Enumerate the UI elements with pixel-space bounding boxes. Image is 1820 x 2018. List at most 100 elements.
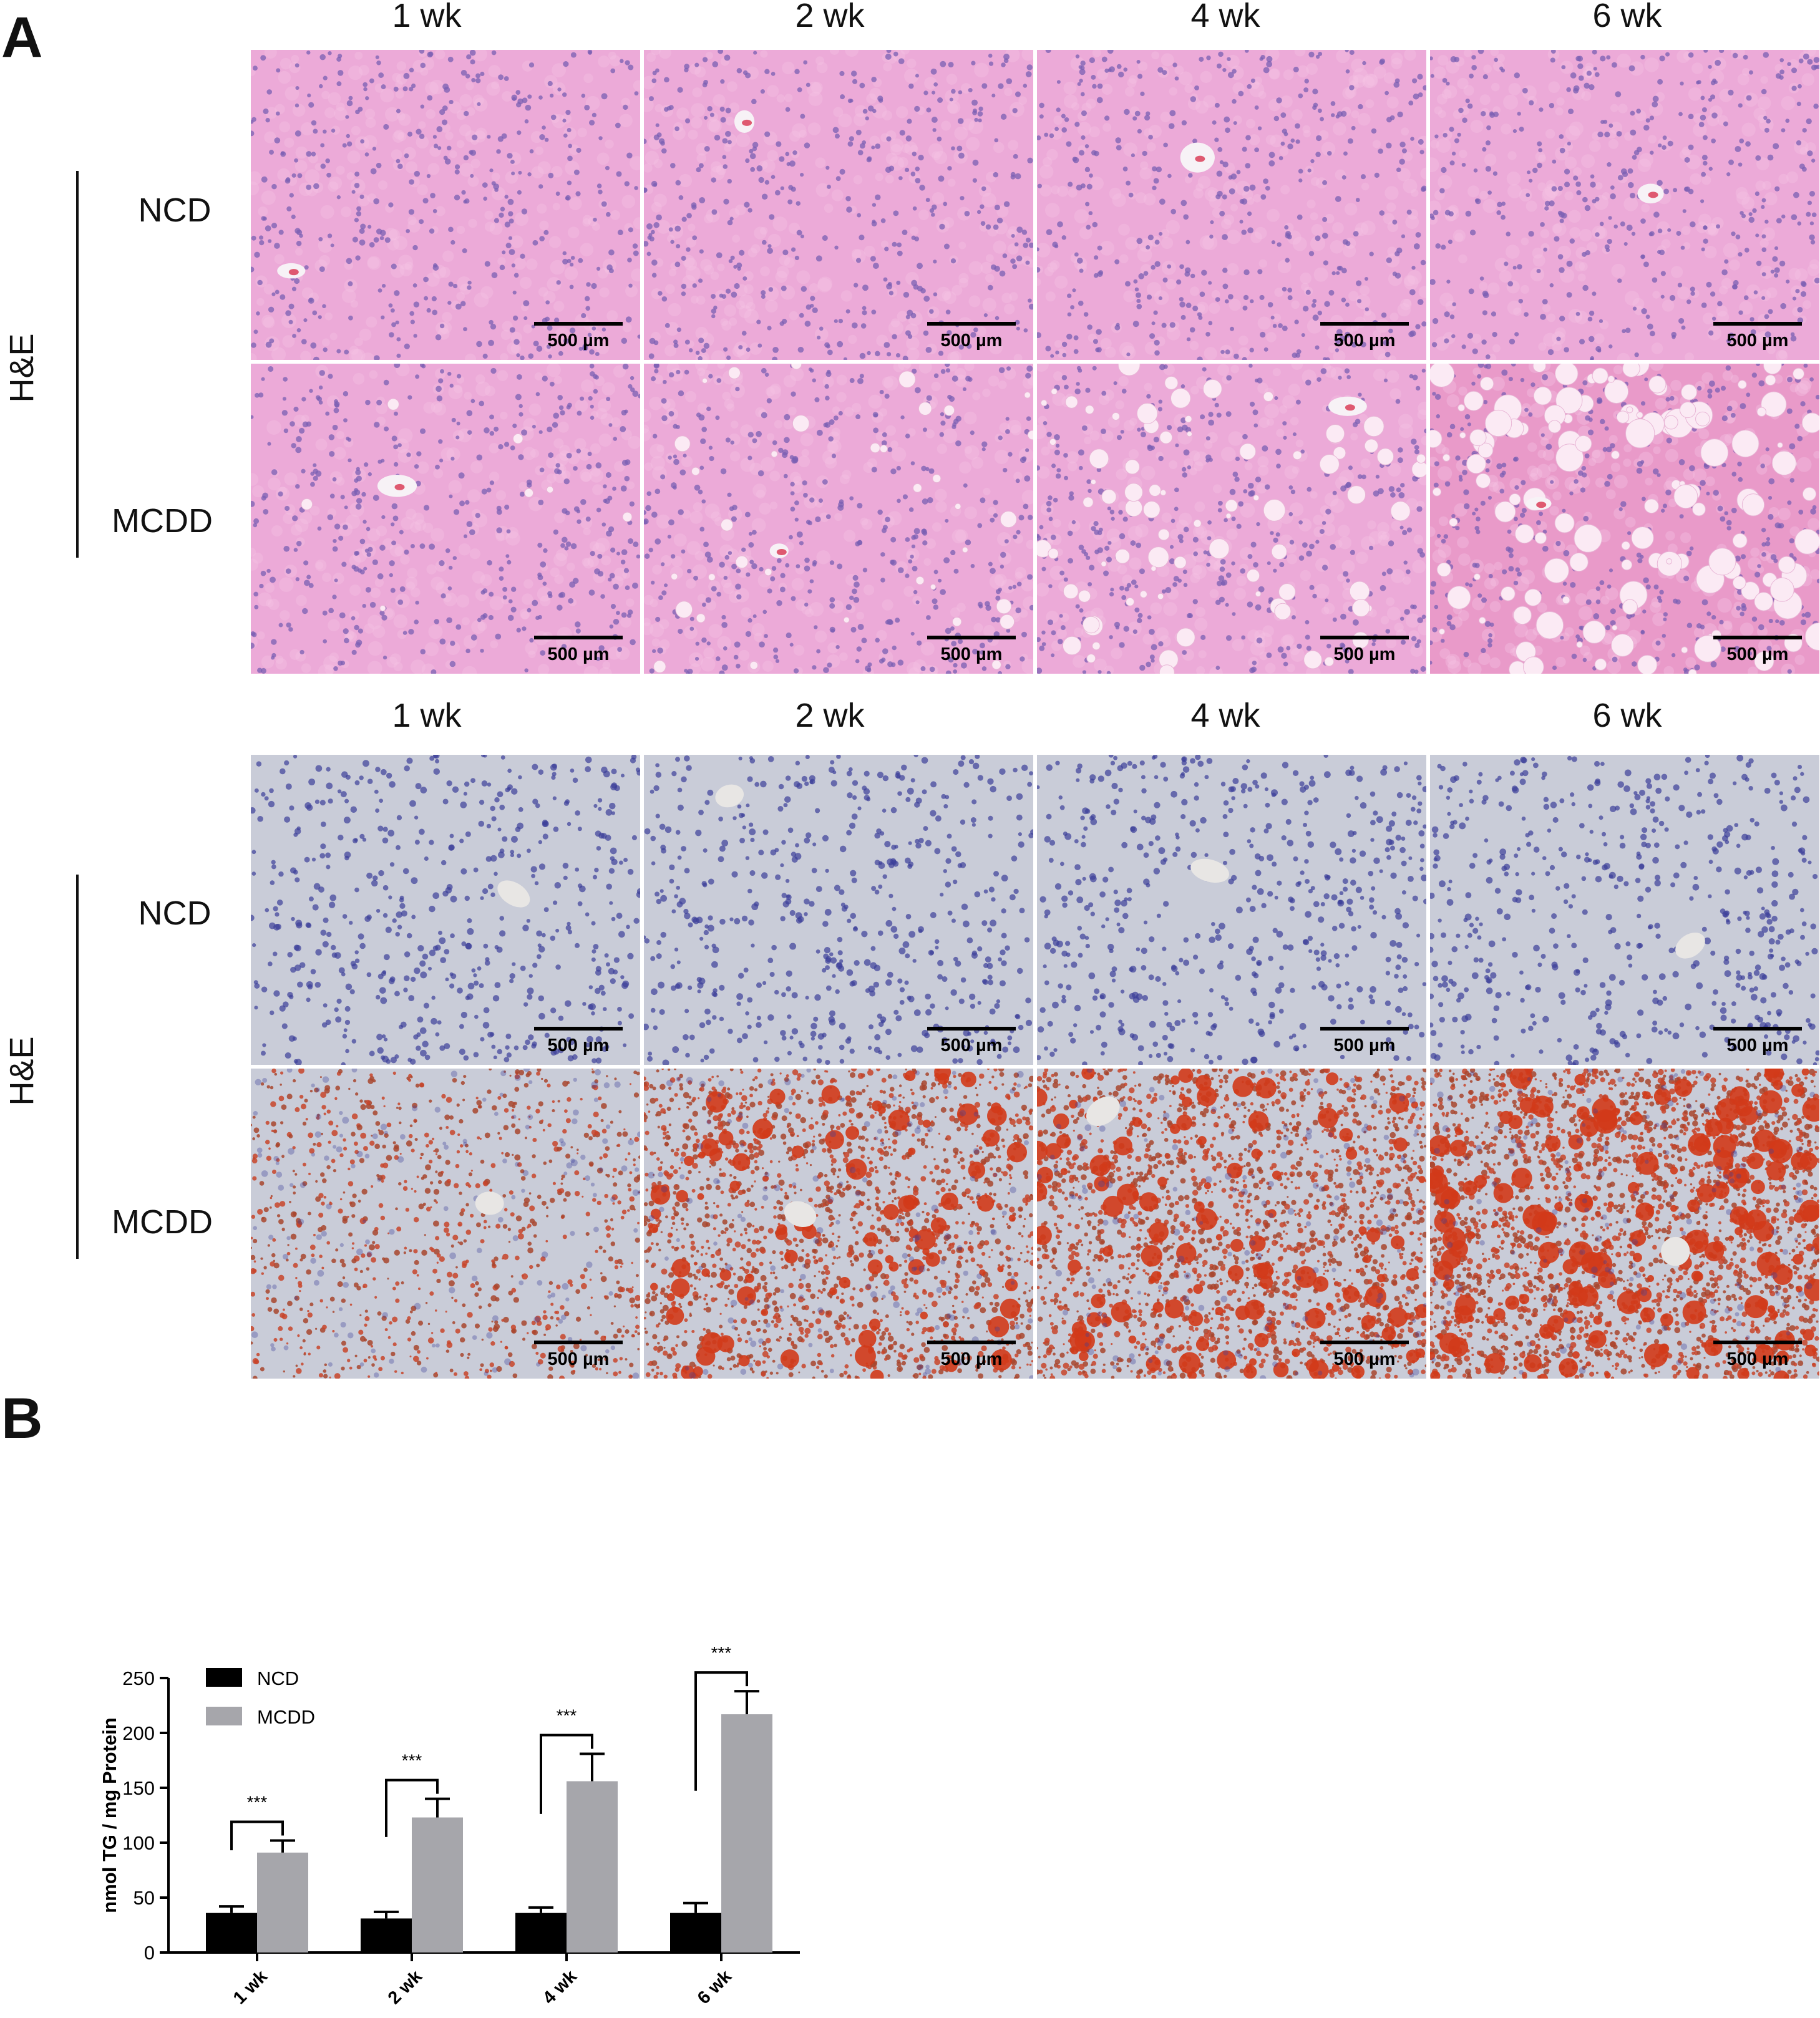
image-grid-oro: 500 µm 500 µm 500 µm 500 µm 500 µm 500 µm 500 … (251, 755, 1820, 1382)
scale-bar: 500 µm (1713, 322, 1802, 351)
stain-label: H&E (5, 306, 39, 430)
scale-bar-label: 500 µm (1713, 331, 1802, 351)
y-tick-label: 50 (134, 1887, 155, 1909)
micrograph-ncd-4wk: 500 µm (1037, 50, 1426, 360)
scale-bar: 500 µm (1320, 1341, 1409, 1370)
y-tick-label: 100 (122, 1832, 155, 1854)
scale-bar: 500 µm (1713, 1341, 1802, 1370)
scale-bar-label: 500 µm (1320, 331, 1409, 351)
col-label-6wk: 6 wk (1534, 0, 1721, 32)
legend-label-ncd: NCD (257, 1667, 299, 1689)
scale-bar-label: 500 µm (534, 331, 623, 351)
scale-bar: 500 µm (534, 636, 623, 665)
scale-bar-label: 500 µm (1713, 644, 1802, 665)
scale-bar-line (927, 322, 1016, 326)
y-tick-label: 250 (122, 1667, 155, 1689)
bar-mcdd (257, 1853, 308, 1953)
x-tick-label: 6 wk (694, 1966, 736, 2009)
scale-bar-line (534, 1027, 623, 1031)
row-group-bracket (76, 171, 79, 558)
scale-bar-line (1713, 1341, 1802, 1344)
scale-bar: 500 µm (1713, 1027, 1802, 1056)
micrograph-ncd-6wk: 500 µm (1430, 755, 1819, 1065)
scale-bar-line (534, 1341, 623, 1344)
bar-mcdd (412, 1818, 463, 1953)
significance-bracket (231, 1822, 283, 1850)
scale-bar: 500 µm (534, 1027, 623, 1056)
bar-mcdd (721, 1714, 772, 1953)
x-tick-label: 2 wk (384, 1966, 427, 2009)
micrograph-ncd-4wk: 500 µm (1037, 755, 1426, 1065)
scale-bar: 500 µm (1320, 636, 1409, 665)
scale-bar-line (1320, 1027, 1409, 1031)
scale-bar: 500 µm (534, 322, 623, 351)
scale-bar-label: 500 µm (1320, 644, 1409, 665)
scale-bar: 500 µm (1320, 322, 1409, 351)
scale-bar-line (1713, 1027, 1802, 1031)
bar-ncd (515, 1913, 567, 1953)
y-tick-label: 200 (122, 1722, 155, 1744)
panel-letter-a: A (1, 9, 42, 66)
scale-bar-line (1713, 322, 1802, 326)
scale-bar-label: 500 µm (1320, 1349, 1409, 1370)
micrograph-mcdd-1wk: 500 µm (251, 364, 640, 674)
scale-bar-label: 500 µm (1713, 1036, 1802, 1056)
row-label-mcdd: MCDD (100, 1205, 225, 1239)
scale-bar-label: 500 µm (927, 644, 1016, 665)
scale-bar: 500 µm (1713, 636, 1802, 665)
image-grid-he: 500 µm 500 µm 500 µm 500 µm 500 µm 500 µm 500 … (251, 50, 1820, 677)
y-tick-label: 150 (122, 1777, 155, 1799)
y-axis-label: nmol TG / mg Protein (99, 1717, 120, 1913)
scale-bar: 500 µm (1320, 1027, 1409, 1056)
panel-letter-b: B (1, 1390, 42, 1447)
micrograph-mcdd-2wk: 500 µm (644, 364, 1033, 674)
scale-bar-line (1320, 636, 1409, 639)
micrograph-mcdd-6wk: 500 µm (1430, 1069, 1819, 1379)
col-label-1wk: 1 wk (333, 0, 520, 32)
significance-label: *** (402, 1751, 422, 1770)
row-label-mcdd: MCDD (100, 504, 225, 538)
significance-label: *** (247, 1792, 268, 1812)
legend-label-mcdd: MCDD (257, 1706, 315, 1728)
micrograph-mcdd-4wk: 500 µm (1037, 364, 1426, 674)
scale-bar-label: 500 µm (927, 331, 1016, 351)
col-label-2wk: 2 wk (736, 699, 923, 732)
scale-bar: 500 µm (927, 636, 1016, 665)
micrograph-mcdd-2wk: 500 µm (644, 1069, 1033, 1379)
col-label-4wk: 4 wk (1132, 0, 1319, 32)
scale-bar-line (927, 636, 1016, 639)
scale-bar-line (1320, 322, 1409, 326)
bar-mcdd (567, 1781, 618, 1953)
stain-label: H&E (5, 1009, 39, 1133)
tg-bar-chart: 0 50 100 150 200 250 nmol TG / mg Protein *** 1 … (94, 1516, 805, 2018)
scale-bar-line (1713, 636, 1802, 639)
scale-bar-label: 500 µm (1320, 1036, 1409, 1056)
scale-bar-line (1320, 1341, 1409, 1344)
row-group-bracket (76, 875, 79, 1259)
legend-swatch-mcdd (206, 1707, 242, 1725)
y-tick-label: 0 (144, 1942, 155, 1964)
scale-bar: 500 µm (927, 1341, 1016, 1370)
micrograph-mcdd-6wk: 500 µm (1430, 364, 1819, 674)
legend-swatch-ncd (206, 1668, 242, 1687)
significance-label: *** (711, 1643, 732, 1662)
scale-bar-label: 500 µm (927, 1349, 1016, 1370)
scale-bar-label: 500 µm (534, 1349, 623, 1370)
bar-ncd (361, 1918, 412, 1953)
scale-bar-label: 500 µm (534, 1036, 623, 1056)
scale-bar-line (534, 322, 623, 326)
scale-bar-label: 500 µm (927, 1036, 1016, 1056)
x-tick-label: 1 wk (230, 1966, 272, 2009)
col-label-1wk: 1 wk (333, 699, 520, 732)
bar-ncd (206, 1913, 257, 1953)
col-label-4wk: 4 wk (1132, 699, 1319, 732)
row-label-ncd: NCD (112, 896, 237, 930)
col-label-6wk: 6 wk (1534, 699, 1721, 732)
scale-bar-label: 500 µm (1713, 1349, 1802, 1370)
micrograph-ncd-1wk: 500 µm (251, 755, 640, 1065)
micrograph-ncd-2wk: 500 µm (644, 755, 1033, 1065)
significance-label: *** (557, 1705, 577, 1725)
scale-bar-line (927, 1341, 1016, 1344)
x-tick-label: 4 wk (539, 1966, 582, 2009)
scale-bar: 500 µm (534, 1341, 623, 1370)
